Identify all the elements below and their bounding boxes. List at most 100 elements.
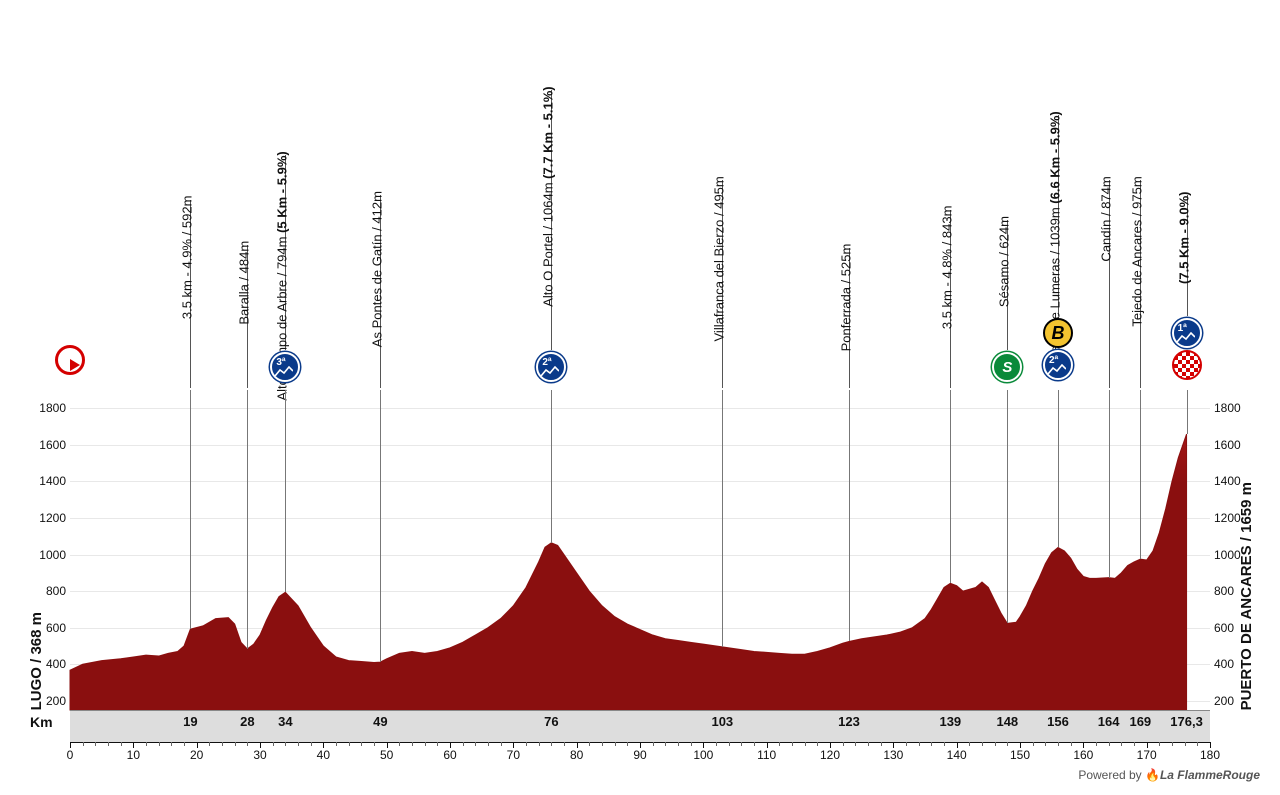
gridline [70,591,1210,592]
x-tick-mark [1071,742,1072,746]
x-tick-mark [184,742,185,746]
poi-drop-line [247,390,248,649]
y-tick-left: 800 [26,584,66,598]
x-tick-mark [247,742,248,746]
poi-km-label: 169 [1129,714,1151,729]
start-marker [55,345,85,375]
x-tick-mark [995,742,996,746]
poi-label: Alto O Portel / 1064m (7.7 Km - 5.1%) [541,86,557,306]
poi-drop-line [1140,390,1141,559]
km-axis-label: Km [30,714,53,730]
x-tick-mark [792,742,793,746]
x-tick-mark [108,742,109,746]
gridline [70,445,1210,446]
x-tick-mark [1197,742,1198,746]
y-tick-right: 1400 [1214,474,1254,488]
x-tick-mark [336,742,337,746]
x-tick-mark [475,742,476,746]
gridline [70,518,1210,519]
poi-label: Ponferrada / 525m [838,244,854,352]
x-tick-mark [311,742,312,746]
poi-km-label: 76 [544,714,558,729]
x-tick-label: 60 [443,748,456,762]
x-tick-mark [716,742,717,746]
x-tick-mark [425,742,426,746]
poi-label: Villafranca del Bierzo / 495m [712,176,728,341]
y-tick-right: 1800 [1214,401,1254,415]
gridline [70,408,1210,409]
poi-label: As Pontes de Gatín / 412m [370,191,386,347]
x-tick-mark [1121,742,1122,746]
gridline [70,628,1210,629]
poi-drop-line [1007,390,1008,623]
x-tick-mark [969,742,970,746]
gridline [70,481,1210,482]
poi-km-label: 176,3 [1170,714,1203,729]
poi-drop-line [722,390,723,647]
x-tick-mark [665,742,666,746]
poi-icons: S [992,352,1022,382]
x-tick-mark [1096,742,1097,746]
x-tick-label: 100 [693,748,713,762]
poi-drop-line [285,390,286,592]
poi-drop-line [1058,390,1059,547]
elevation-profile [0,0,1280,795]
x-tick-mark [843,742,844,746]
x-tick-label: 80 [570,748,583,762]
x-tick-mark [627,742,628,746]
y-tick-right: 1600 [1214,438,1254,452]
x-tick-label: 10 [127,748,140,762]
x-tick-label: 170 [1137,748,1157,762]
climb-category-icon: 3ª [270,352,300,382]
x-tick-label: 160 [1073,748,1093,762]
x-tick-mark [982,742,983,746]
climb-category-icon: 2ª [536,352,566,382]
y-tick-left: 1600 [26,438,66,452]
x-tick-mark [691,742,692,746]
attribution-label: Powered by 🔥La FlammeRouge [1078,768,1260,782]
x-tick-mark [931,742,932,746]
x-tick-label: 40 [317,748,330,762]
y-tick-right: 1000 [1214,548,1254,562]
x-tick-mark [1045,742,1046,746]
poi-km-label: 164 [1098,714,1120,729]
x-tick-mark [209,742,210,746]
x-tick-mark [539,742,540,746]
x-tick-label: 110 [757,748,776,762]
x-tick-label: 140 [947,748,967,762]
x-tick-label: 20 [190,748,203,762]
gridline [70,664,1210,665]
x-tick-mark [146,742,147,746]
poi-label: 3.5 km - 4.9% / 592m [180,196,196,320]
poi-drop-line [380,390,381,662]
x-tick-mark [463,742,464,746]
x-tick-mark [805,742,806,746]
climb-category-icon: 1ª [1172,318,1202,348]
x-tick-mark [1007,742,1008,746]
x-tick-mark [374,742,375,746]
poi-km-label: 148 [996,714,1018,729]
x-tick-mark [285,742,286,746]
y-tick-left: 1400 [26,474,66,488]
y-tick-right: 200 [1214,694,1254,708]
x-tick-mark [1185,742,1186,746]
x-tick-mark [678,742,679,746]
x-tick-mark [273,742,274,746]
x-tick-mark [235,742,236,746]
x-tick-mark [1134,742,1135,746]
x-tick-label: 70 [507,748,520,762]
x-tick-mark [551,742,552,746]
x-tick-mark [779,742,780,746]
x-tick-mark [589,742,590,746]
x-tick-mark [171,742,172,746]
poi-drop-line [190,390,191,629]
x-tick-label: 130 [883,748,903,762]
poi-km-label: 103 [711,714,733,729]
x-tick-mark [361,742,362,746]
y-tick-right: 800 [1214,584,1254,598]
y-tick-left: 1200 [26,511,66,525]
x-tick-mark [1033,742,1034,746]
poi-label: Candín / 874m [1098,176,1114,261]
gridline [70,555,1210,556]
y-tick-right: 600 [1214,621,1254,635]
